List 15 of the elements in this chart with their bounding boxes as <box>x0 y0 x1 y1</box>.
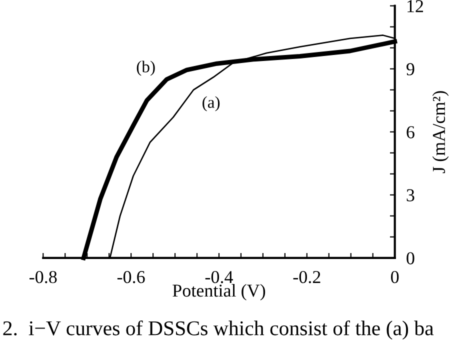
y-axis-title: J (mA/cm²) <box>432 91 449 174</box>
y-tick-label: 6 <box>406 126 414 138</box>
series-label: (b) <box>136 60 155 76</box>
x-tick-label: -0.8 <box>30 270 57 284</box>
x-tick-label: -0.4 <box>205 270 233 284</box>
x-tick-label: -0.6 <box>117 270 145 284</box>
x-axis-title: Potential (V) <box>172 284 266 300</box>
series-label: (a) <box>202 96 220 112</box>
y-tick-label: 0 <box>406 252 414 264</box>
text: 2. i−V curves of DSSCs which consist of the (a) ba <box>3 320 434 340</box>
x-tick-label: -0.2 <box>293 270 320 284</box>
y-tick-label: 3 <box>406 189 414 202</box>
y-tick-label: 9 <box>406 63 414 76</box>
y-tick-label: 12 <box>408 0 424 12</box>
x-tick-label: 0 <box>391 270 399 284</box>
